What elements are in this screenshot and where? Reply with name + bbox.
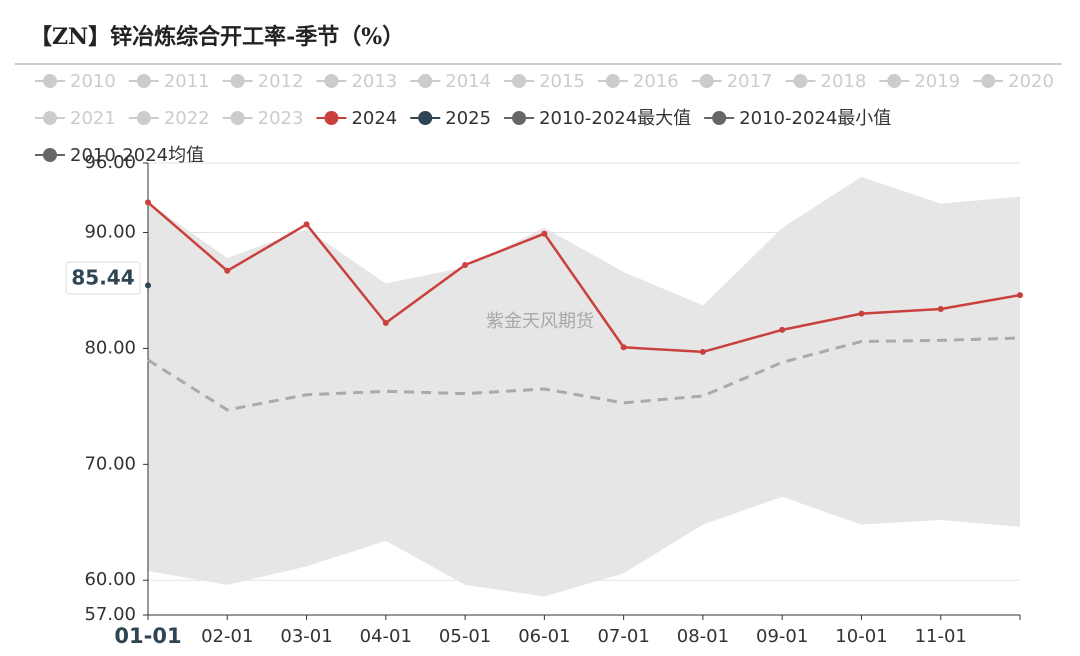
legend-symbol [43,148,57,162]
legend-item[interactable]: 2010-2024最大值 [504,108,691,129]
legend-label: 2022 [164,108,210,129]
legend-symbol [418,74,433,88]
legend-label: 2010-2024最大值 [539,108,691,129]
x-tick-label: 01-01 [114,624,181,648]
x-tick-label: 11-01 [915,626,967,647]
legend-symbol [605,74,620,88]
data-point [382,319,389,326]
legend-item[interactable]: 2020 [973,71,1054,92]
y-tick-label: 60.00 [84,569,136,590]
legend-label: 2016 [633,71,679,92]
legend-symbol [136,111,151,125]
legend-item[interactable]: 2011 [128,71,210,92]
legend-symbol [230,74,245,88]
legend-item[interactable]: 2010 [35,71,116,92]
legend-symbol [512,74,527,88]
legend-label: 2010 [70,71,116,92]
range-band [148,176,1020,597]
legend-item[interactable]: 2024 [316,108,397,129]
legend-label: 2021 [70,108,116,129]
x-tick-label: 07-01 [597,626,649,647]
legend-item[interactable]: 2013 [316,71,397,92]
legend-item[interactable]: 2012 [222,71,304,92]
chart-title: 【ZN】锌冶炼综合开工率-季节（%） [30,24,404,50]
y-tick-label: 57.00 [84,604,136,625]
y-tick-label: 90.00 [84,222,136,243]
y-tick-label: 96.00 [84,152,136,173]
legend-item[interactable]: 2017 [691,71,773,92]
x-tick-label: 09-01 [756,626,808,647]
legend-label: 2011 [164,71,210,92]
legend-symbol [43,111,57,125]
data-point [937,306,944,313]
legend-label: 2024 [351,108,397,129]
data-point [541,230,548,237]
x-tick-label: 04-01 [360,626,412,647]
legend-label: 2010-2024均值 [70,145,204,166]
legend-symbol [699,74,714,88]
legend-symbol [324,111,339,125]
legend-label: 2013 [351,71,397,92]
legend-item[interactable]: 2018 [785,71,867,92]
series-line [147,201,1021,354]
legend-symbol [712,111,727,125]
legend-item[interactable]: 2015 [504,71,585,92]
legend-item[interactable]: 2021 [35,108,116,129]
data-point [303,221,310,228]
y-tick-label: 70.00 [84,453,136,474]
data-point [224,267,231,274]
legend-label: 2020 [1008,71,1054,92]
legend-item[interactable]: 2023 [222,108,304,129]
legend-symbol [512,111,527,125]
data-point [779,326,786,333]
x-tick-label: 05-01 [439,626,491,647]
legend-symbol [981,74,996,88]
legend-label: 2025 [445,108,491,129]
legend-item[interactable]: 2010-2024最小值 [704,108,891,129]
legend-item[interactable]: 2022 [128,108,210,129]
data-point [462,261,469,268]
y-tick-label: 80.00 [84,337,136,358]
legend-symbol [43,74,57,88]
data-point [145,282,151,289]
data-point [699,348,706,355]
legend-label: 2023 [258,108,304,129]
series-line [147,336,1021,412]
legend-symbol [324,74,339,88]
legend-symbol [793,74,808,88]
data-point [1017,292,1023,299]
axis-pointer-box [65,261,141,295]
x-tick-label: 10-01 [835,626,887,647]
data-point [858,310,865,317]
x-tick-label: 03-01 [280,626,332,647]
legend-label: 2018 [821,71,867,92]
x-tick-label: 06-01 [518,626,570,647]
legend-symbol [418,111,433,125]
legend-item[interactable]: 2014 [410,71,491,92]
legend-label: 2015 [539,71,585,92]
x-tick-label: 02-01 [201,626,253,647]
data-point [620,344,627,351]
legend-label: 2014 [445,71,491,92]
legend-label: 2019 [914,71,960,92]
legend-label: 2012 [258,71,304,92]
legend-item[interactable]: 2016 [597,71,679,92]
legend-symbol [136,74,151,88]
legend-symbol [230,111,245,125]
data-point [145,199,151,206]
legend-symbol [887,74,902,88]
legend-label: 2010-2024最小值 [739,108,891,129]
legend-item[interactable]: 2025 [410,108,491,129]
legend-label: 2017 [727,71,773,92]
axis-pointer-label: 85.44 [71,266,134,290]
legend-item[interactable]: 2010-2024均值 [35,145,204,166]
x-tick-label: 08-01 [677,626,729,647]
legend-item[interactable]: 2019 [879,71,960,92]
watermark: 紫金天风期货 [486,311,594,332]
